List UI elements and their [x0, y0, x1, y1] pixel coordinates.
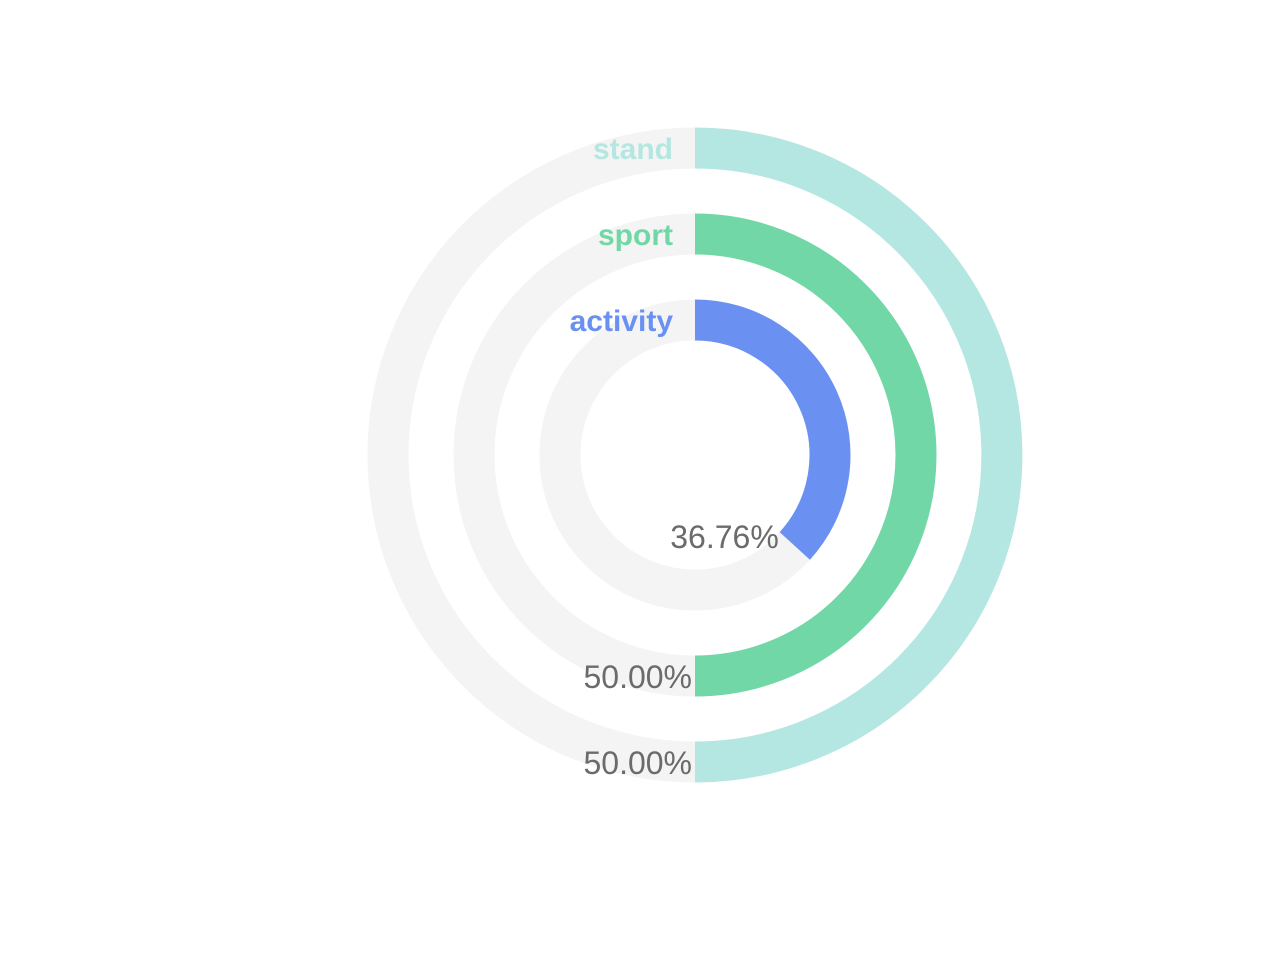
series-labels: activity sport stand	[570, 133, 674, 338]
value-labels: 36.76% 50.00% 50.00%	[583, 519, 778, 781]
series-label-sport: sport	[598, 219, 673, 252]
series-label-activity: activity	[570, 305, 674, 338]
ring-bar-sport	[694, 213, 937, 697]
series-label-stand: stand	[593, 133, 673, 166]
ring-bar-activity	[694, 299, 851, 560]
value-label-sport: 50.00%	[583, 659, 692, 695]
value-label-activity: 36.76%	[670, 519, 779, 555]
value-label-stand: 50.00%	[583, 745, 692, 781]
ring-bar-stand	[694, 127, 1023, 783]
ring-bars	[694, 127, 1023, 783]
